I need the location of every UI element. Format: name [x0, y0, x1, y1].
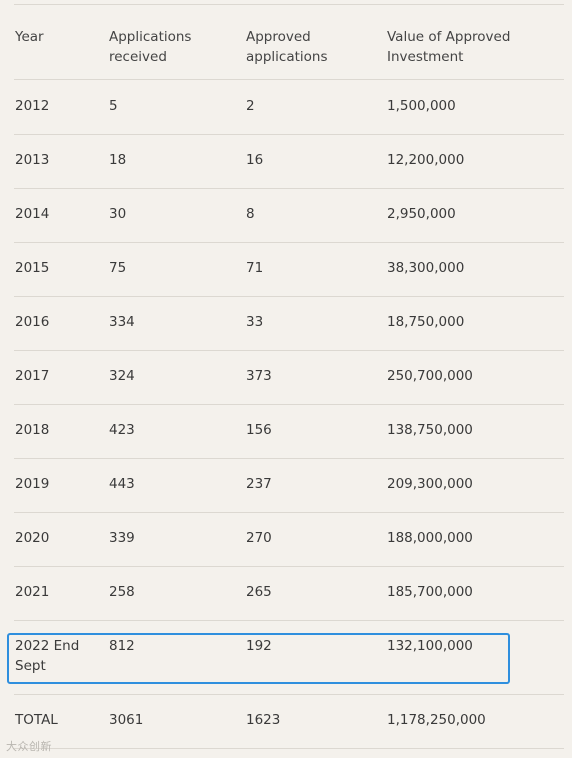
cell-approved-applications: 156	[246, 422, 272, 438]
cell-value: 209,300,000	[387, 476, 473, 492]
cell-approved-applications: 192	[246, 638, 272, 654]
cell-applications-received: 18	[109, 152, 127, 168]
cell-value: 18,750,000	[387, 314, 465, 330]
cell-approved-applications: 8	[246, 206, 255, 222]
table-header-row: Year Applications received Approved appl…	[14, 5, 564, 80]
cell-applications-received: 3061	[109, 712, 144, 728]
cell-value: 138,750,000	[387, 422, 473, 438]
table-row: 2020 339 270 188,000,000	[14, 512, 564, 567]
cell-applications-received: 324	[109, 368, 135, 384]
cell-value: 2,950,000	[387, 206, 456, 222]
table-row: 2015 75 71 38,300,000	[14, 242, 564, 297]
cell-applications-received: 75	[109, 260, 127, 276]
cell-year: TOTAL	[15, 712, 58, 728]
cell-year: 2020	[15, 530, 50, 546]
watermark: 大众创新	[6, 740, 52, 753]
highlight-box	[7, 633, 510, 684]
cell-value: 1,178,250,000	[387, 712, 486, 728]
header-value-approved-investment: Value of Approved Investment	[387, 29, 511, 65]
header-approved-applications: Approved applications	[246, 29, 328, 65]
table-top-rule	[14, 4, 564, 5]
cell-value: 1,500,000	[387, 98, 456, 114]
cell-year: 2012	[15, 98, 50, 114]
cell-value: 38,300,000	[387, 260, 465, 276]
cell-applications-received: 258	[109, 584, 135, 600]
table-row: 2014 30 8 2,950,000	[14, 188, 564, 243]
cell-applications-received: 443	[109, 476, 135, 492]
cell-value: 12,200,000	[387, 152, 465, 168]
cell-applications-received: 30	[109, 206, 127, 222]
table-row: 2018 423 156 138,750,000	[14, 404, 564, 459]
cell-year: 2019	[15, 476, 50, 492]
cell-applications-received: 334	[109, 314, 135, 330]
cell-value: 132,100,000	[387, 638, 473, 654]
cell-value: 185,700,000	[387, 584, 473, 600]
table-row: 2016 334 33 18,750,000	[14, 296, 564, 351]
cell-year: 2018	[15, 422, 50, 438]
cell-approved-applications: 2	[246, 98, 255, 114]
cell-year: 2021	[15, 584, 50, 600]
table-row: 2021 258 265 185,700,000	[14, 566, 564, 621]
header-year: Year	[15, 29, 44, 45]
cell-approved-applications: 71	[246, 260, 264, 276]
cell-year: 2013	[15, 152, 50, 168]
cell-applications-received: 812	[109, 638, 135, 654]
header-applications-received: Applications received	[109, 29, 192, 65]
cell-approved-applications: 1623	[246, 712, 281, 728]
cell-applications-received: 339	[109, 530, 135, 546]
cell-approved-applications: 270	[246, 530, 272, 546]
cell-approved-applications: 237	[246, 476, 272, 492]
cell-year: 2022 End Sept	[15, 638, 80, 674]
table-row: 2013 18 16 12,200,000	[14, 134, 564, 189]
cell-applications-received: 423	[109, 422, 135, 438]
cell-year: 2014	[15, 206, 50, 222]
cell-applications-received: 5	[109, 98, 118, 114]
table-row: 2012 5 2 1,500,000	[14, 80, 564, 135]
cell-value: 188,000,000	[387, 530, 473, 546]
cell-year: 2016	[15, 314, 50, 330]
table-row: 2017 324 373 250,700,000	[14, 350, 564, 405]
cell-year: 2015	[15, 260, 50, 276]
table-row: 2019 443 237 209,300,000	[14, 458, 564, 513]
cell-approved-applications: 16	[246, 152, 264, 168]
table-row: 2022 End Sept 812 192 132,100,000	[14, 620, 564, 695]
cell-value: 250,700,000	[387, 368, 473, 384]
cell-approved-applications: 33	[246, 314, 264, 330]
cell-approved-applications: 265	[246, 584, 272, 600]
table-row: TOTAL 3061 1623 1,178,250,000	[14, 694, 564, 749]
cell-approved-applications: 373	[246, 368, 272, 384]
cell-year: 2017	[15, 368, 50, 384]
